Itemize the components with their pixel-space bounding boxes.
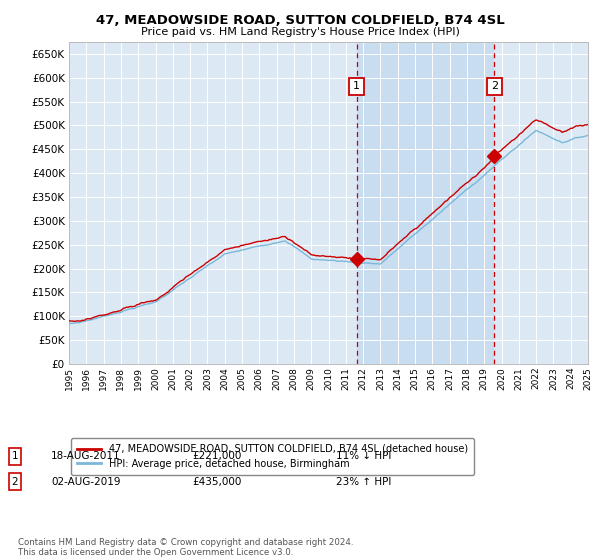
Text: 11% ↓ HPI: 11% ↓ HPI	[336, 451, 391, 461]
Bar	[356, 42, 494, 364]
Text: 1: 1	[11, 451, 19, 461]
Text: 18-AUG-2011: 18-AUG-2011	[51, 451, 121, 461]
Text: 2: 2	[491, 82, 498, 91]
Legend: 47, MEADOWSIDE ROAD, SUTTON COLDFIELD, B74 4SL (detached house), HPI: Average pr: 47, MEADOWSIDE ROAD, SUTTON COLDFIELD, B…	[71, 438, 474, 475]
Text: 47, MEADOWSIDE ROAD, SUTTON COLDFIELD, B74 4SL: 47, MEADOWSIDE ROAD, SUTTON COLDFIELD, B…	[95, 14, 505, 27]
Text: 1: 1	[353, 82, 360, 91]
Text: £435,000: £435,000	[192, 477, 241, 487]
Text: 02-AUG-2019: 02-AUG-2019	[51, 477, 121, 487]
Text: Contains HM Land Registry data © Crown copyright and database right 2024.
This d: Contains HM Land Registry data © Crown c…	[18, 538, 353, 557]
Text: Price paid vs. HM Land Registry's House Price Index (HPI): Price paid vs. HM Land Registry's House …	[140, 27, 460, 37]
Text: 23% ↑ HPI: 23% ↑ HPI	[336, 477, 391, 487]
Text: 2: 2	[11, 477, 19, 487]
Text: £221,000: £221,000	[192, 451, 241, 461]
